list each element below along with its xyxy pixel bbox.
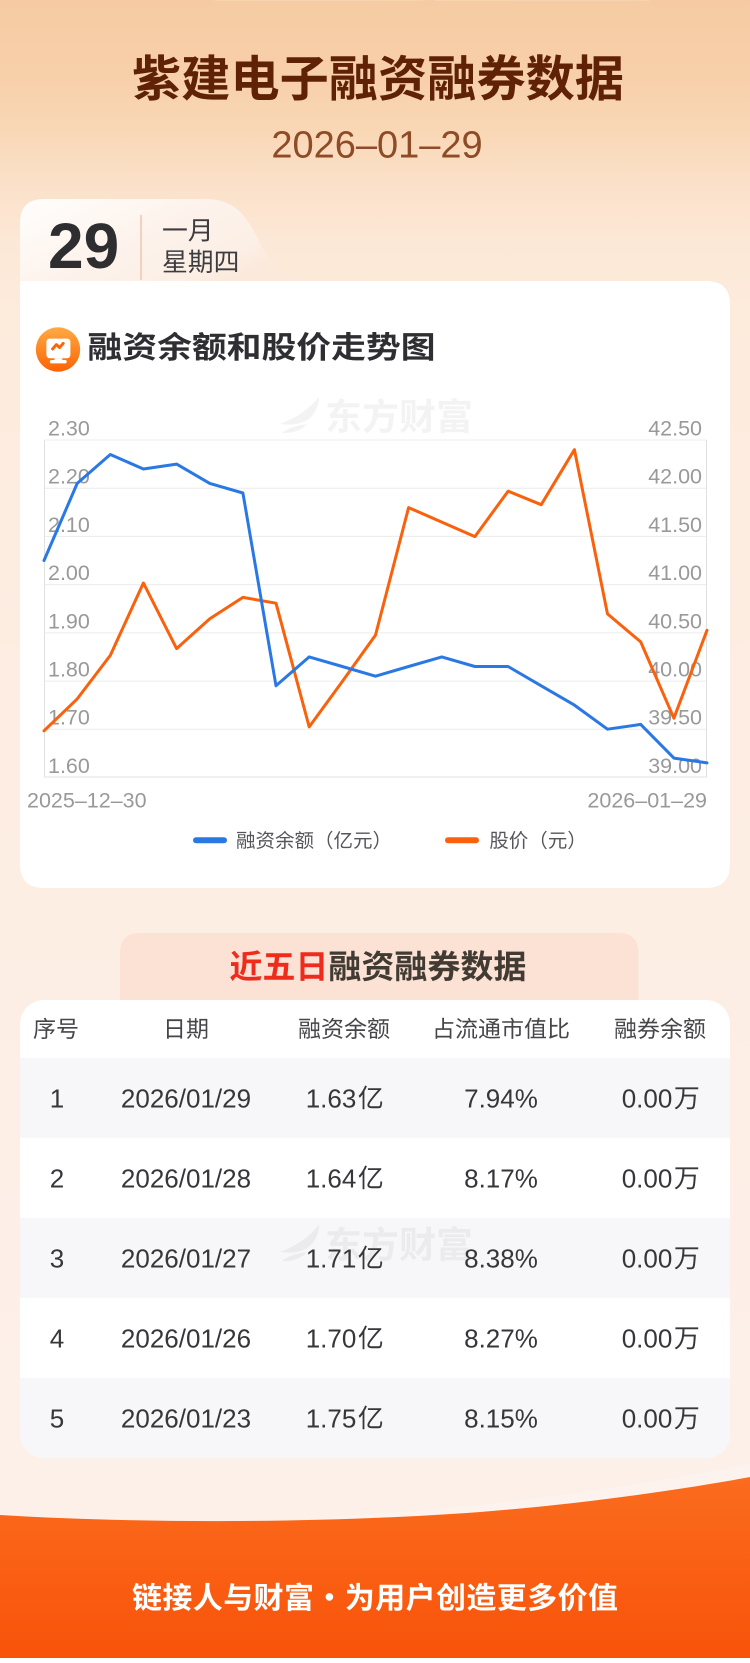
svg-text:0.00: 0.00 — [622, 1323, 673, 1353]
svg-text:1: 1 — [50, 1083, 64, 1113]
svg-text:8.17%: 8.17% — [464, 1163, 538, 1193]
svg-text:1.70: 1.70 — [306, 1323, 357, 1353]
svg-text:3: 3 — [50, 1243, 64, 1273]
svg-text:1.70: 1.70 — [48, 706, 90, 730]
svg-text:41.00: 41.00 — [648, 561, 702, 585]
svg-text:0.00: 0.00 — [622, 1163, 673, 1193]
svg-text:0.00: 0.00 — [622, 1083, 673, 1113]
svg-text:8.38%: 8.38% — [464, 1243, 538, 1273]
svg-text:42.50: 42.50 — [648, 416, 702, 440]
svg-text:29: 29 — [48, 210, 119, 282]
svg-text:8.27%: 8.27% — [464, 1323, 538, 1353]
svg-text:4: 4 — [50, 1323, 64, 1353]
svg-text:0.00: 0.00 — [622, 1243, 673, 1273]
svg-text:2026–01–29: 2026–01–29 — [587, 788, 707, 812]
svg-text:2.00: 2.00 — [48, 561, 90, 585]
svg-text:41.50: 41.50 — [648, 513, 702, 537]
svg-text:2026/01/27: 2026/01/27 — [121, 1243, 251, 1273]
svg-text:2026–01–29: 2026–01–29 — [271, 125, 482, 167]
svg-text:0.00: 0.00 — [622, 1403, 673, 1433]
svg-text:1.90: 1.90 — [48, 609, 90, 633]
svg-text:1.60: 1.60 — [48, 754, 90, 778]
svg-text:2026/01/29: 2026/01/29 — [121, 1083, 251, 1113]
svg-text:2.30: 2.30 — [48, 416, 90, 440]
svg-text:1.63: 1.63 — [306, 1083, 357, 1113]
svg-text:5: 5 — [50, 1403, 64, 1433]
svg-text:8.15%: 8.15% — [464, 1403, 538, 1433]
svg-text:2026/01/28: 2026/01/28 — [121, 1163, 251, 1193]
svg-text:2026/01/26: 2026/01/26 — [121, 1323, 251, 1353]
svg-text:2026/01/23: 2026/01/23 — [121, 1403, 251, 1433]
svg-text:42.00: 42.00 — [648, 465, 702, 489]
svg-text:40.50: 40.50 — [648, 609, 702, 633]
svg-text:2: 2 — [50, 1163, 64, 1193]
svg-text:1.71: 1.71 — [306, 1243, 357, 1273]
svg-text:1.80: 1.80 — [48, 658, 90, 682]
svg-text:7.94%: 7.94% — [464, 1083, 538, 1113]
svg-text:1.64: 1.64 — [306, 1163, 357, 1193]
svg-text:1.75: 1.75 — [306, 1403, 357, 1433]
svg-text:2025–12–30: 2025–12–30 — [27, 788, 147, 812]
